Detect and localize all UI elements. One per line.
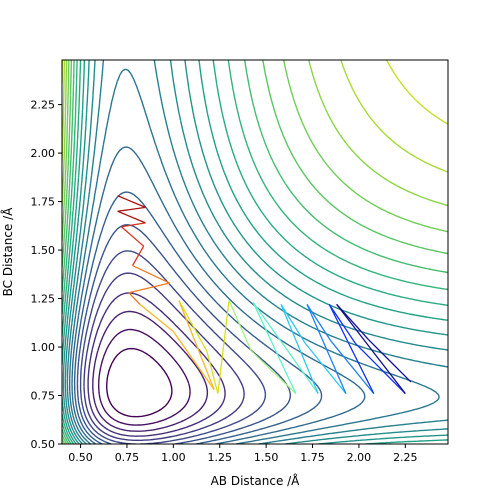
x-tick-label: 1.75 [300,451,325,464]
contour-level [62,60,448,444]
contour-level [73,191,323,444]
trajectory-segment [280,304,306,344]
y-tick-label: 1.50 [31,244,56,257]
trajectory-segment [367,338,412,383]
trajectory-segment [354,342,406,395]
contour-level [66,60,448,444]
contour-level [69,68,440,444]
trajectory-segment [206,350,219,394]
trajectory-segment [252,302,297,394]
contour-level [106,347,173,418]
x-tick-label: 1.25 [207,451,232,464]
contour-level [87,292,226,437]
trajectory-segment [217,300,230,394]
contour-level [76,224,292,444]
trajectory-segment [306,304,347,394]
y-tick-label: 0.75 [31,390,56,403]
y-tick-label: 1.75 [31,196,56,209]
trajectory-segment [280,340,319,394]
y-tick-label: 2.25 [31,99,56,112]
trajectory-segment [306,304,332,342]
trajectory-segment [178,300,215,390]
trajectory-segment [131,245,145,266]
x-tick-label: 0.50 [68,451,93,464]
trajectory-segment [128,282,170,294]
trajectory-segment [336,303,406,394]
trajectory-segment [304,342,347,394]
y-tick-label: 1.25 [31,293,56,306]
trajectory-segment [139,303,174,333]
contour-level [62,60,448,444]
x-axis-label: AB Distance /Å [211,473,301,488]
x-tick-label: 1.00 [161,451,186,464]
x-tick-label: 0.75 [115,451,140,464]
trajectory-segment [250,350,297,395]
contour-level [62,60,448,444]
plot-frame [61,59,449,445]
trajectory-line [117,195,412,395]
contour-level [62,60,448,444]
trajectory-segment [328,304,356,344]
contour-level [98,328,191,426]
contour-level [62,60,448,444]
trajectory-segment [336,303,369,340]
trajectory-segment [132,264,170,284]
trajectory-segment [328,304,375,394]
y-axis-label: BC Distance /Å [0,207,15,297]
trajectory-segment [117,206,146,212]
contour-level [71,146,366,444]
y-tick-label: 1.00 [31,341,56,354]
x-axis-ticks: 0.50 0.75 1.00 1.25 1.50 1.75 2.00 2.25 [68,444,418,464]
contour-level [62,60,448,444]
trajectory-segment [120,226,145,247]
trajectory-segment [172,331,215,391]
trajectory-segment [280,304,319,394]
trajectory-segment [117,210,146,224]
contour-level [62,60,448,444]
trajectory-segment [178,300,208,352]
x-tick-label: 2.00 [347,451,372,464]
y-tick-label: 2.00 [31,147,56,160]
y-axis-ticks: 0.50 0.75 1.00 1.25 1.50 1.75 2.00 2.25 [31,99,62,451]
contour-level [92,310,209,432]
contour-level [83,272,245,441]
trajectory-segment [330,340,375,394]
contour-level [79,250,267,444]
trajectory-segment [121,222,146,228]
trajectory-segment [117,195,146,208]
x-tick-label: 1.50 [254,451,279,464]
contour-level [64,60,448,444]
trajectory-segment [252,302,282,342]
trajectory-segment [228,300,252,352]
trajectory-segment [128,292,141,305]
x-tick-label: 2.25 [393,451,418,464]
y-tick-label: 0.50 [31,438,56,451]
